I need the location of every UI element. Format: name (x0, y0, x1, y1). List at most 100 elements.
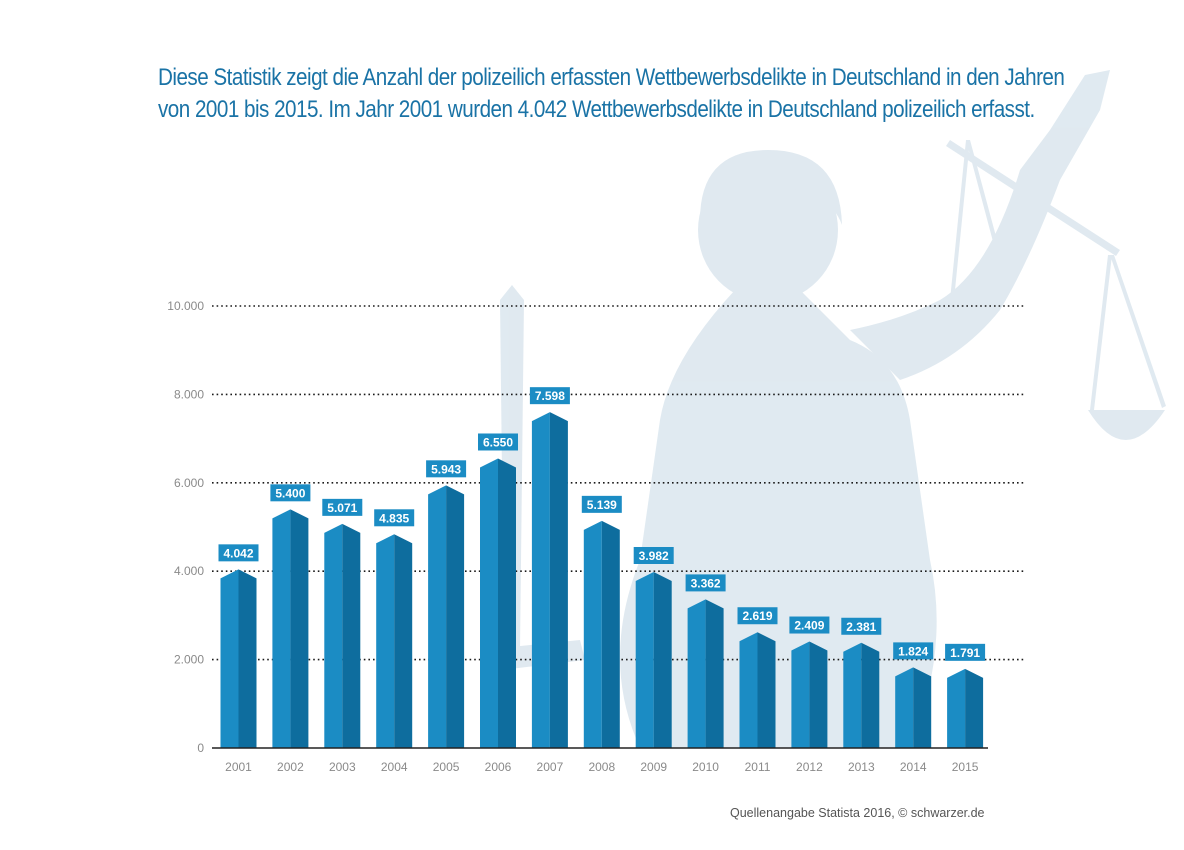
x-tick-label: 2010 (692, 760, 719, 774)
data-label: 2.619 (737, 607, 778, 625)
bar (480, 458, 516, 748)
bar-front-face (843, 642, 862, 748)
statue-scale-chain-right (1110, 255, 1166, 408)
statue-scale-beam (946, 140, 1120, 256)
data-label: 7.598 (529, 387, 570, 405)
data-label-box (737, 607, 778, 625)
data-label: 2.409 (789, 616, 830, 634)
data-label-text: 3.982 (639, 549, 669, 563)
data-label-box (893, 642, 934, 660)
data-label-box (218, 544, 259, 562)
data-label-box (789, 616, 830, 634)
data-label-box (581, 495, 622, 513)
bar-front-face (635, 571, 654, 748)
y-tick-label: 8.000 (174, 387, 204, 401)
data-label-box (426, 460, 467, 478)
bar (531, 412, 568, 748)
bar-side-face (238, 569, 257, 748)
bar-front-face (947, 668, 966, 748)
x-tick-label: 2007 (537, 760, 564, 774)
statue-head (698, 158, 838, 302)
chart-title-line-2: von 2001 bis 2015. Im Jahr 2001 wurden 4… (158, 96, 1035, 123)
bar-front-face (531, 412, 550, 748)
statue-scale-chain-2 (950, 140, 970, 300)
statue-scale-chain-left (1090, 255, 1112, 410)
y-tick-label: 0 (197, 741, 204, 755)
x-tick-label: 2002 (277, 760, 304, 774)
bar (635, 571, 672, 748)
bar (324, 523, 361, 748)
data-label: 1.791 (945, 643, 986, 661)
bar-side-face (549, 412, 568, 748)
x-tick-label: 2001 (225, 760, 252, 774)
data-label-text: 3.362 (691, 576, 721, 590)
data-label: 3.362 (685, 574, 726, 592)
bar-front-face (895, 667, 914, 748)
y-tick-label: 2.000 (174, 653, 204, 667)
x-tick-label: 2013 (848, 760, 875, 774)
bars (220, 412, 984, 748)
x-tick-label: 2004 (381, 760, 408, 774)
data-label-text: 6.550 (483, 435, 513, 449)
x-tick-label: 2011 (745, 760, 771, 774)
bar-side-face (809, 641, 828, 748)
chart-title: Diese Statistik zeigt die Anzahl der pol… (158, 62, 1065, 126)
y-axis-ticks: 0 2.000 4.000 6.000 8.000 10.000 (167, 299, 204, 755)
data-label-text: 4.835 (379, 511, 409, 525)
x-tick-label: 2015 (952, 760, 979, 774)
data-label-box (478, 433, 518, 451)
data-label: 2.381 (841, 617, 882, 635)
data-label: 4.835 (374, 509, 415, 527)
bar-front-face (583, 520, 602, 748)
data-label-text: 4.042 (223, 546, 253, 560)
justitia-statue-watermark (480, 70, 1166, 748)
data-label: 5.943 (426, 460, 467, 478)
bar (791, 641, 828, 748)
bar-front-face (376, 534, 395, 748)
bar (739, 632, 776, 748)
data-label-box (374, 509, 415, 527)
bar (583, 520, 620, 748)
bar (220, 569, 257, 748)
x-tick-label: 2014 (900, 760, 927, 774)
data-label-box (270, 484, 311, 502)
bar-side-face (446, 485, 465, 748)
bar-front-face (687, 599, 706, 748)
data-label: 3.982 (633, 546, 674, 564)
statue-scale-pan (1088, 410, 1165, 440)
x-tick-label: 2012 (796, 760, 823, 774)
x-tick-label: 2006 (485, 760, 512, 774)
x-tick-label: 2003 (329, 760, 356, 774)
bar (895, 667, 932, 748)
bar-side-face (705, 599, 724, 748)
data-label-text: 5.139 (587, 498, 617, 512)
bar-front-face (272, 509, 291, 748)
statue-raised-arm (850, 70, 1110, 380)
bar-side-face (290, 509, 309, 748)
data-label-text: 2.381 (846, 620, 876, 634)
statue-scale-chain-3 (966, 140, 1004, 268)
data-label-box (945, 643, 986, 661)
data-label-text: 2.619 (742, 609, 772, 623)
statue-hair (700, 150, 842, 225)
data-label: 6.550 (478, 433, 518, 451)
data-label: 4.042 (218, 544, 259, 562)
data-label-box (633, 546, 674, 564)
bar-front-face (791, 641, 810, 748)
data-label: 1.824 (893, 642, 934, 660)
data-label-box (841, 617, 882, 635)
bar-side-face (861, 642, 880, 748)
y-tick-label: 4.000 (174, 564, 204, 578)
bar-side-face (342, 523, 361, 748)
bar-front-face (480, 458, 498, 748)
data-label-text: 2.409 (794, 619, 824, 633)
bar-side-face (601, 520, 620, 748)
data-label: 5.139 (581, 495, 622, 513)
data-label-text: 1.791 (950, 646, 980, 660)
bar-front-face (739, 632, 758, 748)
data-label: 5.400 (270, 484, 311, 502)
bar-side-face (394, 534, 413, 748)
bar (843, 642, 880, 748)
bar (947, 668, 984, 748)
